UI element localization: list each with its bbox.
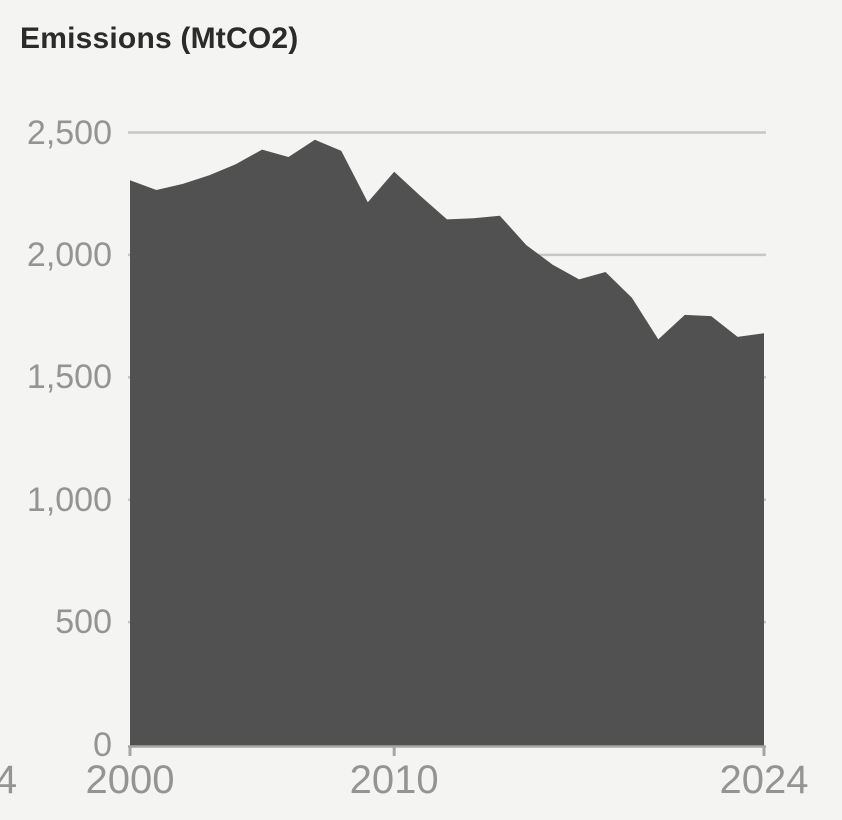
x-tick-label: 2024	[719, 758, 809, 802]
y-tick-label: 1,500	[26, 358, 112, 397]
y-tick-label: 2,500	[26, 113, 112, 152]
y-tick-label: 0	[93, 725, 112, 764]
y-tick-label: 2,000	[26, 235, 112, 274]
area-series	[130, 139, 764, 747]
x-tick-label: 2000	[85, 758, 175, 802]
x-tick-label-clipped: 4	[0, 758, 18, 802]
chart-title: Emissions (MtCO2)	[20, 22, 299, 55]
y-tick-label: 500	[55, 603, 112, 642]
y-tick-label: 1,000	[26, 480, 112, 519]
x-tick-label: 2010	[349, 758, 439, 802]
